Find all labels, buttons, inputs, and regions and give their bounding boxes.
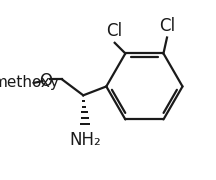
Text: Cl: Cl <box>106 22 122 40</box>
Text: Cl: Cl <box>159 17 175 35</box>
Text: methoxy: methoxy <box>0 75 59 90</box>
Text: NH₂: NH₂ <box>69 131 101 149</box>
Text: O: O <box>40 72 52 90</box>
